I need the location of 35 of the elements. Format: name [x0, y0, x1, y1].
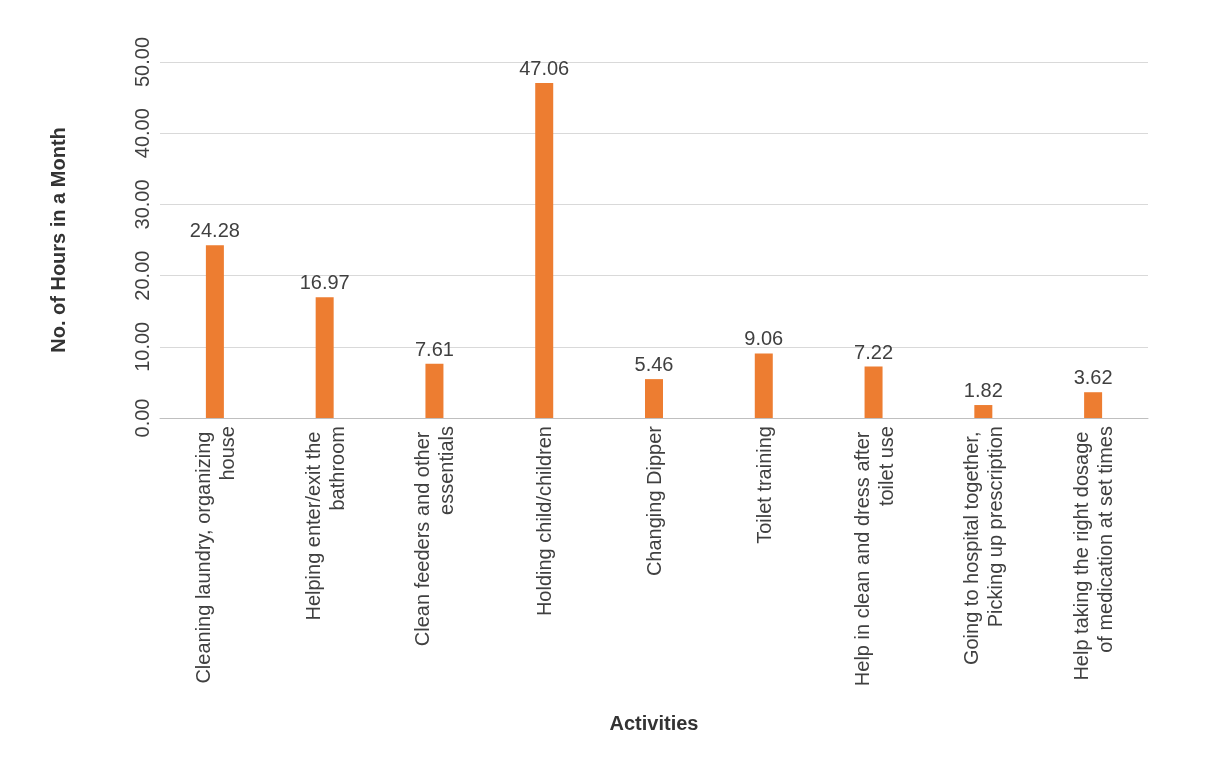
data-label: 16.97 — [299, 271, 350, 294]
bar — [1084, 392, 1103, 418]
x-tick-label: Holding child/children — [533, 426, 556, 617]
bar — [864, 366, 883, 418]
data-label: 1.82 — [963, 379, 1003, 402]
bar — [425, 363, 444, 418]
data-label: 24.28 — [189, 219, 240, 242]
data-label: 7.22 — [854, 340, 894, 363]
y-tick-label: 40.00 — [131, 108, 153, 159]
bar — [754, 353, 773, 418]
x-tick-label: Help taking the right dosage of medication at set times — [1070, 426, 1117, 681]
bar — [645, 379, 663, 418]
x-tick-label: Helping enter/exit the bathroom — [301, 426, 348, 621]
y-tick-label: 50.00 — [131, 36, 153, 88]
bar — [315, 297, 334, 418]
y-tick-label: 10.00 — [131, 321, 153, 372]
data-label: 7.61 — [414, 337, 454, 360]
x-tick-label: Cleaning laundry, organizing house — [191, 426, 238, 684]
x-tick-label: Going to hospital together, Picking up prescription — [960, 426, 1007, 666]
bar — [535, 82, 554, 418]
y-axis-title: No. of Hours in a Month — [47, 127, 69, 353]
x-axis-title: Activities — [609, 712, 699, 734]
x-tick-label: Clean feeders and other essentials — [411, 426, 458, 647]
y-tick-label: 20.00 — [131, 250, 153, 301]
data-label: 3.62 — [1073, 366, 1113, 389]
data-label: 47.06 — [519, 56, 570, 79]
data-label: 5.46 — [634, 353, 674, 376]
bar — [205, 245, 224, 418]
data-label: 9.06 — [744, 327, 784, 350]
x-tick-label: Help in clean and dress after toilet use — [850, 426, 897, 687]
bar — [974, 405, 993, 418]
y-tick-label: 0.00 — [131, 398, 153, 438]
x-tick-label: Changing Dipper — [643, 425, 665, 577]
y-tick-label: 30.00 — [131, 179, 153, 230]
x-tick-label: Toilet training — [752, 426, 775, 544]
